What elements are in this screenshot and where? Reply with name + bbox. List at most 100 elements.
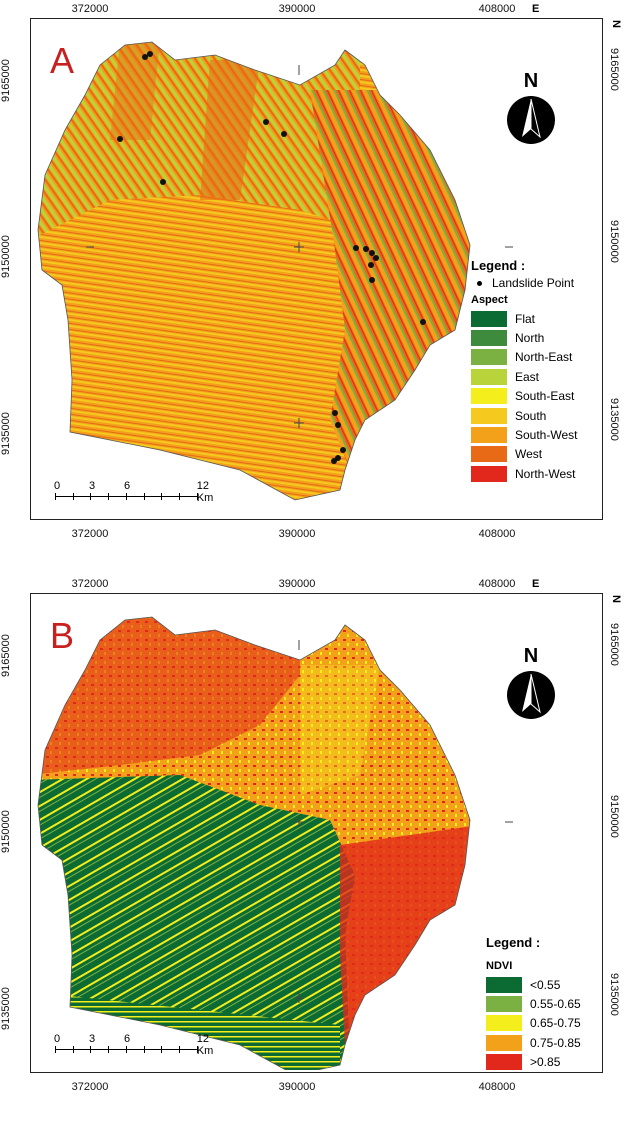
legend-item: <0.55 xyxy=(486,975,581,994)
north-arrow: N xyxy=(500,70,562,150)
north-arrow: N xyxy=(500,645,562,725)
legend-item-label: North-East xyxy=(515,350,573,365)
scale-label: 12 Km xyxy=(196,1033,214,1057)
legend-swatch xyxy=(471,310,507,327)
y-tick-left: 9150000 xyxy=(0,810,12,853)
x-tick-bottom: 408000 xyxy=(478,528,516,540)
scale-label: 6 xyxy=(123,1033,131,1045)
legend-item-label: North xyxy=(515,331,545,346)
legend-item-label: <0.55 xyxy=(530,977,561,992)
scale-label: 0 xyxy=(53,480,61,492)
legend-item: North-West xyxy=(471,464,577,483)
map-panel-aspect: 372000 390000 408000 E 372000 390000 408… xyxy=(0,0,631,560)
x-tick-top: 390000 xyxy=(278,578,316,590)
legend-swatch xyxy=(471,446,507,463)
grid-crosses xyxy=(294,640,513,1003)
y-tick-right: 9165000 xyxy=(608,623,620,666)
legend-swatch xyxy=(486,1054,522,1071)
legend-item: West xyxy=(471,445,577,464)
legend-item-label: North-West xyxy=(515,466,576,481)
y-tick-right: 9150000 xyxy=(608,795,620,838)
legend-item: South-West xyxy=(471,425,577,444)
scale-label: 12 Km xyxy=(196,480,214,504)
legend-item-label: 0.65-0.75 xyxy=(530,1016,581,1031)
legend: Legend : Landslide Point Aspect Flat Nort… xyxy=(471,258,577,484)
x-tick-top: 408000 xyxy=(478,3,516,15)
legend-item-label: East xyxy=(515,369,540,384)
legend-item: South xyxy=(471,406,577,425)
x-tick-bottom: 372000 xyxy=(71,1081,109,1093)
north-side-label: N xyxy=(610,595,622,603)
legend-swatch xyxy=(486,996,522,1013)
north-label: N xyxy=(523,645,539,667)
y-tick-right: 9135000 xyxy=(608,398,620,441)
panel-letter: B xyxy=(50,615,75,656)
legend-item: East xyxy=(471,367,577,386)
legend-landslide-point: Landslide Point xyxy=(477,276,577,290)
panel-letter: A xyxy=(50,40,75,81)
x-tick-top: 372000 xyxy=(71,3,109,15)
north-label: N xyxy=(523,70,539,92)
landslide-point-symbol xyxy=(477,280,482,286)
scale-label: 3 xyxy=(88,1033,96,1045)
legend-item: 0.65-0.75 xyxy=(486,1014,581,1033)
x-tick-bottom: 390000 xyxy=(278,528,316,540)
legend-subtitle: NDVI xyxy=(486,960,513,972)
legend-swatch xyxy=(471,330,507,347)
legend-item-label: West xyxy=(515,447,543,462)
legend-item: >0.85 xyxy=(486,1053,581,1072)
x-tick-top: 390000 xyxy=(278,3,316,15)
legend-item: South-East xyxy=(471,387,577,406)
y-tick-left: 9150000 xyxy=(0,235,12,278)
scale-label: 0 xyxy=(53,1033,61,1045)
y-tick-left: 9135000 xyxy=(0,987,12,1030)
aspect-map xyxy=(37,41,513,501)
legend-title: Legend : xyxy=(471,258,526,273)
x-tick-bottom: 390000 xyxy=(278,1081,316,1093)
map-panel-ndvi: 372000 390000 408000 E 372000 390000 408… xyxy=(0,575,631,1121)
north-side-label: N xyxy=(610,20,622,28)
legend-item-label: South xyxy=(515,408,547,423)
east-label: E xyxy=(532,578,540,590)
legend-items: Flat North North-East East South-East South So… xyxy=(471,309,577,484)
legend-item: North xyxy=(471,328,577,347)
legend-item: North-East xyxy=(471,348,577,367)
y-tick-left: 9135000 xyxy=(0,412,12,455)
legend-title: Legend : xyxy=(486,935,541,950)
north-arrow-icon xyxy=(507,671,555,719)
legend-item-label: Flat xyxy=(515,311,536,326)
legend-item-label: South-West xyxy=(515,428,578,443)
legend: Legend : NDVI <0.55 0.55-0.65 0.65-0.75 0.7… xyxy=(486,935,581,1072)
y-tick-left: 9165000 xyxy=(0,634,12,677)
legend-item: 0.55-0.65 xyxy=(486,994,581,1013)
x-tick-top: 408000 xyxy=(478,578,516,590)
legend-swatch xyxy=(471,349,507,366)
y-tick-right: 9150000 xyxy=(608,220,620,263)
legend-item-label: >0.85 xyxy=(530,1055,561,1070)
legend-swatch xyxy=(486,1034,522,1051)
legend-swatch xyxy=(471,427,507,444)
y-tick-left: 9165000 xyxy=(0,59,12,102)
legend-swatch xyxy=(471,388,507,405)
legend-item: Flat xyxy=(471,309,577,328)
legend-items: <0.55 0.55-0.65 0.65-0.75 0.75-0.85 >0.85 xyxy=(486,975,581,1072)
grid-crosses xyxy=(86,65,513,428)
y-tick-right: 9165000 xyxy=(608,48,620,91)
y-tick-right: 9135000 xyxy=(608,973,620,1016)
legend-item-label: 0.75-0.85 xyxy=(530,1035,581,1050)
legend-swatch xyxy=(471,368,507,385)
legend-swatch xyxy=(486,1015,522,1032)
east-label: E xyxy=(532,3,540,15)
x-tick-bottom: 408000 xyxy=(478,1081,516,1093)
north-arrow-icon xyxy=(507,96,555,144)
landslide-points xyxy=(117,51,426,464)
legend-swatch xyxy=(471,465,507,482)
scale-label: 6 xyxy=(123,480,131,492)
legend-item-label: South-East xyxy=(515,389,575,404)
legend-item: 0.75-0.85 xyxy=(486,1033,581,1052)
legend-point-label: Landslide Point xyxy=(492,276,575,290)
legend-item-label: 0.55-0.65 xyxy=(530,997,581,1012)
x-tick-top: 372000 xyxy=(71,578,109,590)
x-tick-bottom: 372000 xyxy=(71,528,109,540)
ndvi-map xyxy=(37,616,513,1070)
